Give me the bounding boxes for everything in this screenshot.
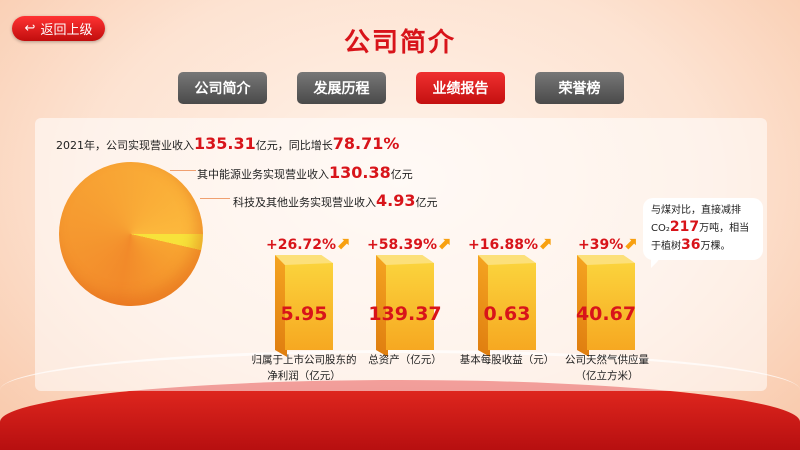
back-arrow-icon: ↩ xyxy=(24,21,36,36)
metric-value: 40.67 xyxy=(575,303,637,325)
metric-bar: 40.67 xyxy=(576,255,636,357)
metric-value: 5.95 xyxy=(280,303,328,325)
decor-wave xyxy=(0,380,800,450)
metric-bar: 0.63 xyxy=(478,255,536,357)
tab-performance[interactable]: 业绩报告 xyxy=(416,72,505,104)
metric-value: 139.37 xyxy=(368,303,442,325)
metric-change: +16.88%⬈ xyxy=(468,234,553,254)
metric-label: 归属于上市公司股东的 净利润（亿元） xyxy=(251,354,357,382)
up-arrow-icon: ⬈ xyxy=(623,234,638,254)
energy-revenue-label: 其中能源业务实现营业收入130.38亿元 xyxy=(197,163,413,182)
up-arrow-icon: ⬈ xyxy=(437,234,452,254)
metric-label: 基本每股收益（元） xyxy=(459,354,555,366)
tab-intro[interactable]: 公司简介 xyxy=(178,72,267,104)
tab-bar: 公司简介 发展历程 业绩报告 荣誉榜 xyxy=(178,72,624,104)
page-title: 公司简介 xyxy=(343,28,456,58)
tab-history[interactable]: 发展历程 xyxy=(297,72,386,104)
leader-line-energy xyxy=(170,170,196,171)
metric-value: 0.63 xyxy=(483,303,531,325)
metric-bar: 139.37 xyxy=(368,255,442,357)
metric-bar: 5.95 xyxy=(275,255,333,357)
back-label: 返回上级 xyxy=(40,23,93,38)
tech-revenue-label: 科技及其他业务实现营业收入4.93亿元 xyxy=(233,191,438,210)
metric-change: +39%⬈ xyxy=(578,234,638,254)
up-arrow-icon: ⬈ xyxy=(538,234,553,254)
summary-text: 2021年，公司实现营业收入135.31亿元，同比增长78.71% xyxy=(56,134,400,153)
tab-honors[interactable]: 荣誉榜 xyxy=(535,72,624,104)
metric-change: +58.39%⬈ xyxy=(367,234,452,254)
back-button[interactable]: ↩ 返回上级 xyxy=(12,16,105,41)
emission-bubble: 与煤对比，直接减排 CO₂217万吨，相当 于植树36万棵。 xyxy=(643,198,763,268)
metric-change: +26.72%⬈ xyxy=(266,234,351,254)
leader-line-tech xyxy=(200,198,230,199)
metric-label: 公司天然气供应量 （亿立方米） xyxy=(565,354,649,382)
revenue-pie-chart xyxy=(59,162,203,306)
metric-label: 总资产（亿元） xyxy=(368,354,442,366)
up-arrow-icon: ⬈ xyxy=(336,234,351,254)
